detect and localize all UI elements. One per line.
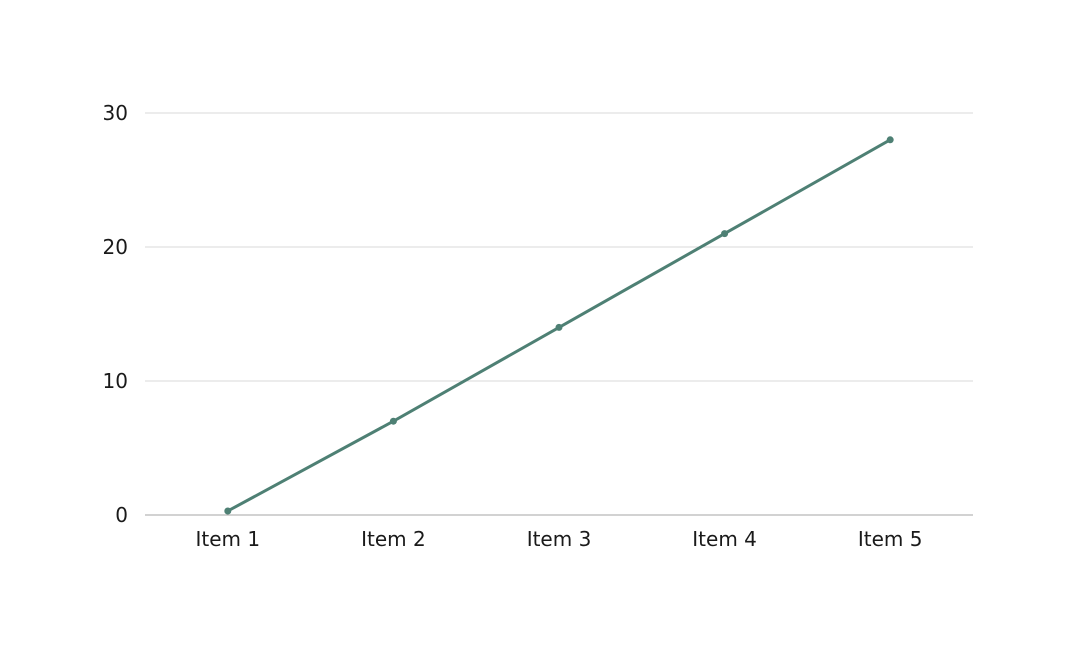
data-point bbox=[721, 230, 729, 238]
y-tick-label: 20 bbox=[103, 235, 128, 259]
x-tick-label: Item 3 bbox=[527, 527, 592, 551]
y-tick-label: 10 bbox=[103, 369, 128, 393]
x-tick-label: Item 5 bbox=[858, 527, 923, 551]
x-tick-label: Item 2 bbox=[361, 527, 426, 551]
series-group bbox=[224, 136, 894, 515]
y-gridlines bbox=[145, 112, 973, 516]
y-axis-tick-labels: 0 10 20 30 bbox=[103, 101, 128, 527]
data-point bbox=[555, 323, 563, 331]
x-tick-label: Item 4 bbox=[692, 527, 757, 551]
data-point bbox=[224, 507, 232, 515]
y-tick-label: 0 bbox=[115, 503, 128, 527]
x-axis-tick-labels: Item 1 Item 2 Item 3 Item 4 Item 5 bbox=[195, 527, 922, 551]
y-tick-label: 30 bbox=[103, 101, 128, 125]
x-tick-label: Item 1 bbox=[195, 527, 260, 551]
data-point bbox=[886, 136, 894, 144]
data-point bbox=[389, 417, 397, 425]
